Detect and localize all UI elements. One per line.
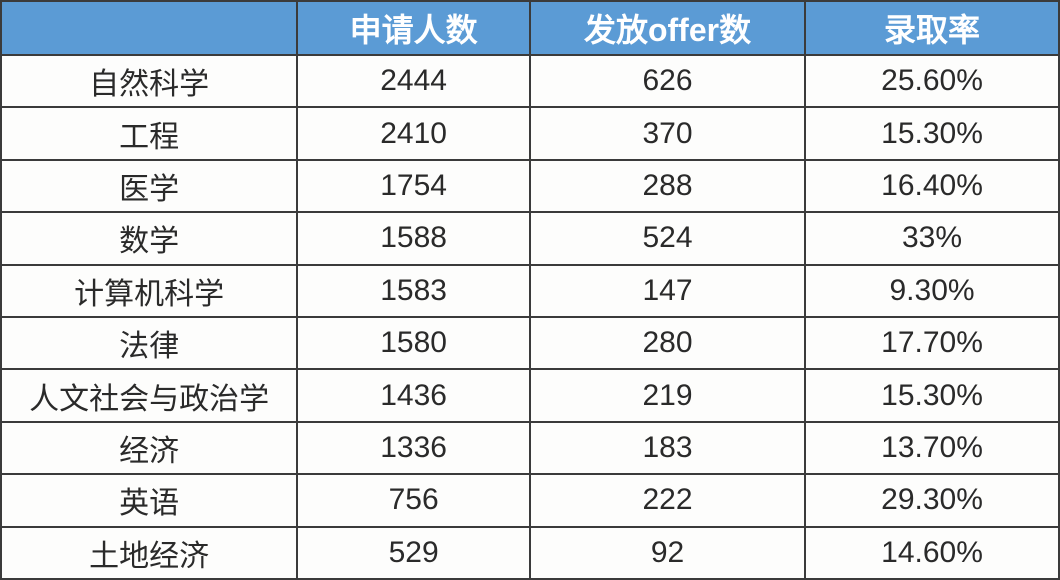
cell-offers: 280 [530, 317, 805, 369]
table-row: 医学 1754 288 16.40% [1, 160, 1059, 212]
header-blank [1, 1, 297, 55]
cell-offers: 219 [530, 369, 805, 421]
cell-applicants: 1754 [297, 160, 530, 212]
cell-applicants: 1436 [297, 369, 530, 421]
table-row: 人文社会与政治学 1436 219 15.30% [1, 369, 1059, 421]
cell-label: 土地经济 [1, 527, 297, 579]
cell-rate: 14.60% [805, 527, 1059, 579]
cell-offers: 524 [530, 212, 805, 264]
cell-applicants: 1583 [297, 265, 530, 317]
cell-applicants: 1336 [297, 422, 530, 474]
cell-applicants: 2444 [297, 55, 530, 107]
cell-label: 工程 [1, 107, 297, 159]
cell-offers: 288 [530, 160, 805, 212]
cell-applicants: 529 [297, 527, 530, 579]
cell-label: 数学 [1, 212, 297, 264]
table-row: 数学 1588 524 33% [1, 212, 1059, 264]
cell-rate: 15.30% [805, 107, 1059, 159]
cell-applicants: 756 [297, 474, 530, 526]
cell-offers: 370 [530, 107, 805, 159]
cell-rate: 9.30% [805, 265, 1059, 317]
cell-applicants: 2410 [297, 107, 530, 159]
cell-label: 医学 [1, 160, 297, 212]
header-offers: 发放offer数 [530, 1, 805, 55]
table-row: 土地经济 529 92 14.60% [1, 527, 1059, 579]
header-rate: 录取率 [805, 1, 1059, 55]
cell-rate: 13.70% [805, 422, 1059, 474]
cell-rate: 33% [805, 212, 1059, 264]
admissions-table: 申请人数 发放offer数 录取率 自然科学 2444 626 25.60% 工… [0, 0, 1060, 580]
table-row: 英语 756 222 29.30% [1, 474, 1059, 526]
cell-rate: 16.40% [805, 160, 1059, 212]
cell-label: 自然科学 [1, 55, 297, 107]
cell-rate: 15.30% [805, 369, 1059, 421]
table-row: 自然科学 2444 626 25.60% [1, 55, 1059, 107]
cell-offers: 147 [530, 265, 805, 317]
table-row: 法律 1580 280 17.70% [1, 317, 1059, 369]
cell-offers: 183 [530, 422, 805, 474]
table-row: 经济 1336 183 13.70% [1, 422, 1059, 474]
table-row: 工程 2410 370 15.30% [1, 107, 1059, 159]
cell-label: 法律 [1, 317, 297, 369]
cell-applicants: 1580 [297, 317, 530, 369]
cell-rate: 25.60% [805, 55, 1059, 107]
cell-rate: 17.70% [805, 317, 1059, 369]
cell-offers: 222 [530, 474, 805, 526]
cell-label: 经济 [1, 422, 297, 474]
admissions-table-container: 申请人数 发放offer数 录取率 自然科学 2444 626 25.60% 工… [0, 0, 1060, 580]
cell-offers: 92 [530, 527, 805, 579]
cell-label: 计算机科学 [1, 265, 297, 317]
cell-label: 英语 [1, 474, 297, 526]
cell-offers: 626 [530, 55, 805, 107]
table-row: 计算机科学 1583 147 9.30% [1, 265, 1059, 317]
cell-label: 人文社会与政治学 [1, 369, 297, 421]
cell-applicants: 1588 [297, 212, 530, 264]
header-applicants: 申请人数 [297, 1, 530, 55]
table-header-row: 申请人数 发放offer数 录取率 [1, 1, 1059, 55]
cell-rate: 29.30% [805, 474, 1059, 526]
